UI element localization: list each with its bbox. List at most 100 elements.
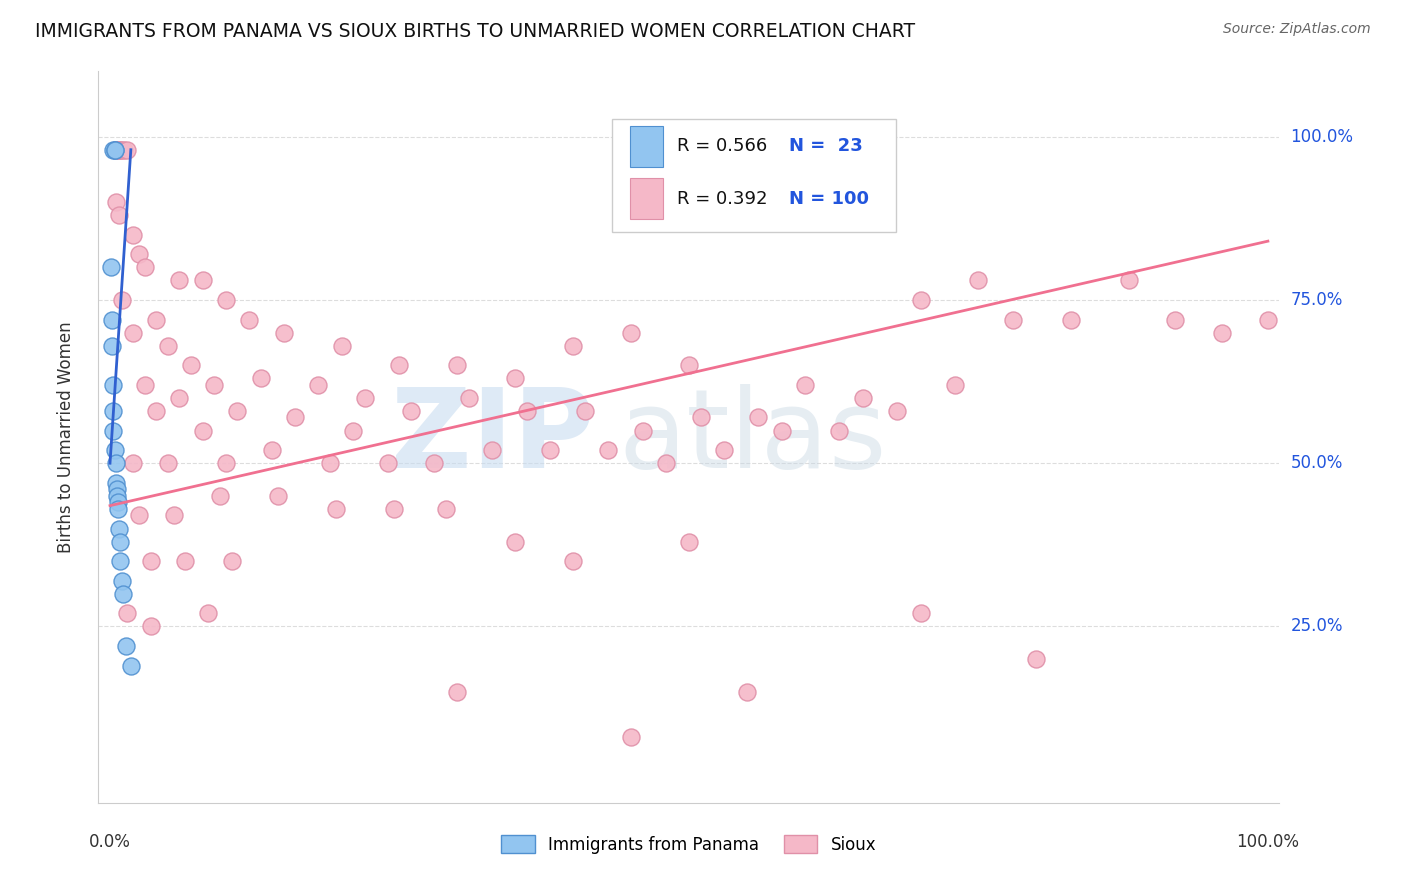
Point: [110, 143, 132, 157]
Point: [105, 483, 128, 497]
Point: [103, 424, 125, 438]
Text: 25.0%: 25.0%: [1291, 617, 1343, 635]
Text: 100.0%: 100.0%: [1291, 128, 1354, 145]
Y-axis label: Births to Unmarried Women: Births to Unmarried Women: [56, 321, 75, 553]
Point: [538, 443, 561, 458]
Point: [678, 358, 700, 372]
Point: [793, 377, 815, 392]
Point: [105, 489, 128, 503]
Point: [128, 508, 150, 523]
Point: [122, 227, 145, 242]
Point: [108, 208, 131, 222]
Point: [163, 508, 186, 523]
Point: [145, 404, 167, 418]
Text: R = 0.566: R = 0.566: [678, 137, 768, 155]
Point: [735, 685, 758, 699]
Point: [107, 495, 129, 509]
Bar: [630, 127, 664, 167]
Point: [117, 143, 139, 157]
Point: [446, 358, 468, 372]
Point: [103, 143, 125, 157]
Point: [307, 377, 329, 392]
Text: N =  23: N = 23: [789, 137, 863, 155]
Point: [122, 456, 145, 470]
Point: [104, 443, 127, 458]
Point: [115, 639, 138, 653]
Point: [111, 587, 134, 601]
Point: [238, 312, 260, 326]
Point: [574, 404, 596, 418]
Point: [620, 731, 643, 745]
Point: [342, 424, 364, 438]
Point: [562, 338, 585, 352]
Point: [249, 371, 271, 385]
Point: [910, 607, 932, 621]
Point: [110, 143, 132, 157]
Point: [273, 326, 295, 340]
Point: [330, 338, 353, 352]
Point: [1025, 652, 1047, 666]
Point: [481, 443, 503, 458]
Point: [191, 273, 214, 287]
Point: [828, 424, 851, 438]
Point: [747, 410, 769, 425]
Point: [202, 377, 225, 392]
Point: [1257, 312, 1279, 326]
Point: [112, 143, 135, 157]
Point: [104, 143, 127, 157]
Point: [770, 424, 793, 438]
Point: [122, 326, 145, 340]
Text: 50.0%: 50.0%: [1291, 454, 1343, 472]
Point: [215, 456, 238, 470]
Point: [596, 443, 619, 458]
Point: [110, 554, 132, 568]
Point: [943, 377, 966, 392]
Point: [208, 489, 231, 503]
Point: [1118, 273, 1140, 287]
Point: [1164, 312, 1187, 326]
Legend: Immigrants from Panama, Sioux: Immigrants from Panama, Sioux: [495, 829, 883, 860]
Text: IMMIGRANTS FROM PANAMA VS SIOUX BIRTHS TO UNMARRIED WOMEN CORRELATION CHART: IMMIGRANTS FROM PANAMA VS SIOUX BIRTHS T…: [35, 22, 915, 41]
Point: [689, 410, 711, 425]
Text: ZIP: ZIP: [391, 384, 595, 491]
Point: [134, 260, 156, 275]
Point: [377, 456, 399, 470]
Point: [886, 404, 908, 418]
Point: [156, 456, 179, 470]
Point: [174, 554, 197, 568]
Text: atlas: atlas: [619, 384, 887, 491]
Point: [110, 574, 132, 588]
Point: [180, 358, 202, 372]
Point: [319, 456, 342, 470]
Point: [458, 391, 481, 405]
Point: [104, 143, 127, 157]
Point: [128, 247, 150, 261]
Point: [423, 456, 446, 470]
Point: [1060, 312, 1083, 326]
Point: [226, 404, 249, 418]
Point: [910, 293, 932, 307]
Point: [108, 143, 131, 157]
Point: [104, 143, 127, 157]
Point: [516, 404, 538, 418]
Point: [267, 489, 290, 503]
Point: [108, 521, 131, 535]
Point: [399, 404, 422, 418]
Point: [139, 619, 162, 633]
Point: [104, 143, 127, 157]
Point: [101, 312, 124, 326]
Point: [169, 391, 191, 405]
Point: [103, 404, 125, 418]
Point: [262, 443, 284, 458]
Point: [325, 502, 347, 516]
Point: [110, 293, 132, 307]
Text: 100.0%: 100.0%: [1236, 833, 1299, 851]
Point: [215, 293, 238, 307]
Point: [117, 607, 139, 621]
Point: [434, 502, 457, 516]
Point: [655, 456, 678, 470]
Point: [446, 685, 468, 699]
Point: [107, 143, 129, 157]
Point: [197, 607, 219, 621]
Text: Source: ZipAtlas.com: Source: ZipAtlas.com: [1223, 22, 1371, 37]
